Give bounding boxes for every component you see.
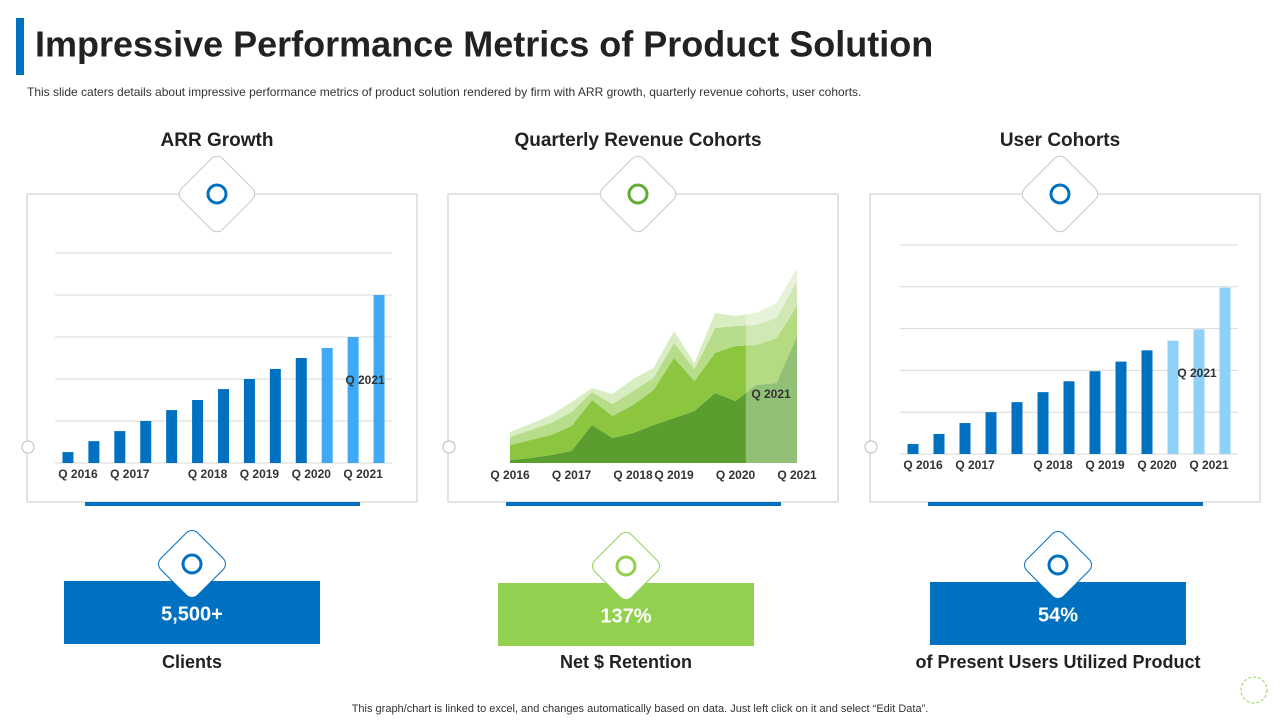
bar — [62, 452, 74, 463]
title: Impressive Performance Metrics of Produc… — [35, 24, 933, 65]
bar — [243, 379, 255, 463]
x-tick-label: Q 2020 — [1137, 458, 1177, 472]
bar — [1141, 350, 1153, 454]
bar — [269, 368, 281, 463]
subtitle: This slide caters details about impressi… — [27, 85, 861, 99]
x-tick-label: Q 2019 — [654, 468, 694, 482]
bar — [1037, 392, 1049, 454]
icon-glyph — [615, 555, 637, 577]
annotation: Q 2021 — [1177, 366, 1217, 380]
x-tick-label: Q 2019 — [1085, 458, 1125, 472]
footer: This graph/chart is linked to excel, and… — [352, 703, 929, 715]
x-tick-label: Q 2016 — [58, 467, 98, 481]
x-tick-label: Q 2016 — [490, 468, 530, 482]
chart-title: User Cohorts — [1000, 130, 1120, 151]
kpi-value: 54% — [1038, 604, 1078, 626]
annotation: Q 2021 — [751, 387, 791, 401]
icon-glyph — [627, 183, 649, 205]
bar — [1193, 329, 1205, 454]
bar — [321, 347, 333, 463]
x-tick-label: Q 2018 — [613, 468, 653, 482]
bar — [1219, 287, 1231, 454]
icon-glyph — [206, 183, 228, 205]
icon-diamond — [178, 155, 256, 233]
panel-underline — [85, 502, 360, 506]
bar — [114, 431, 126, 463]
x-tick-label: Q 2021 — [343, 467, 383, 481]
chart-title: ARR Growth — [161, 130, 274, 151]
bar — [1115, 361, 1127, 454]
x-tick-label: Q 2020 — [716, 468, 756, 482]
bar — [347, 337, 359, 463]
x-tick-label: Q 2021 — [1189, 458, 1229, 472]
bar — [933, 433, 945, 454]
highlight-region — [745, 253, 797, 463]
icon-diamond — [158, 530, 226, 598]
kpi-label: of Present Users Utilized Product — [915, 652, 1200, 672]
bar — [166, 410, 178, 463]
icon-diamond — [592, 532, 660, 600]
x-tick-label: Q 2018 — [1033, 458, 1073, 472]
panel-underline — [928, 502, 1203, 506]
bar — [907, 443, 919, 454]
x-tick-label: Q 2020 — [292, 467, 332, 481]
bar — [88, 441, 100, 463]
x-tick-label: Q 2017 — [552, 468, 592, 482]
bar — [1063, 381, 1075, 454]
area-layer — [510, 281, 797, 445]
chart-title: Quarterly Revenue Cohorts — [514, 130, 761, 151]
area-layer — [510, 306, 797, 460]
x-tick-label: Q 2017 — [955, 458, 995, 472]
icon-diamond — [1024, 531, 1092, 599]
x-tick-label: Q 2017 — [110, 467, 150, 481]
x-tick-label: Q 2019 — [240, 467, 280, 481]
bar — [959, 423, 971, 454]
icon-glyph — [1049, 183, 1071, 205]
bar — [218, 389, 229, 463]
kpi-label: Clients — [162, 652, 222, 672]
panel-dot — [442, 440, 456, 454]
kpi-value: 5,500+ — [161, 603, 223, 625]
icon-glyph — [181, 553, 203, 575]
bar — [140, 421, 152, 463]
panel-underline — [506, 502, 781, 506]
bar — [295, 358, 307, 463]
bar — [1167, 340, 1179, 454]
icon-glyph — [1047, 554, 1069, 576]
bar — [1011, 402, 1023, 454]
panel-dot — [21, 440, 35, 454]
annotation: Q 2021 — [345, 373, 385, 387]
x-tick-label: Q 2018 — [188, 467, 228, 481]
bar — [1089, 371, 1101, 454]
bar — [192, 400, 204, 463]
icon-diamond — [599, 155, 677, 233]
title-accent — [16, 18, 24, 75]
area-layer — [510, 336, 797, 463]
x-tick-label: Q 2016 — [903, 458, 943, 472]
decor-circle — [1240, 676, 1268, 704]
panel-dot — [864, 440, 878, 454]
kpi-value: 137% — [600, 605, 651, 627]
icon-diamond — [1021, 155, 1099, 233]
kpi-label: Net $ Retention — [560, 652, 692, 672]
x-tick-label: Q 2021 — [777, 468, 817, 482]
bar — [985, 412, 997, 454]
bar — [373, 295, 385, 463]
